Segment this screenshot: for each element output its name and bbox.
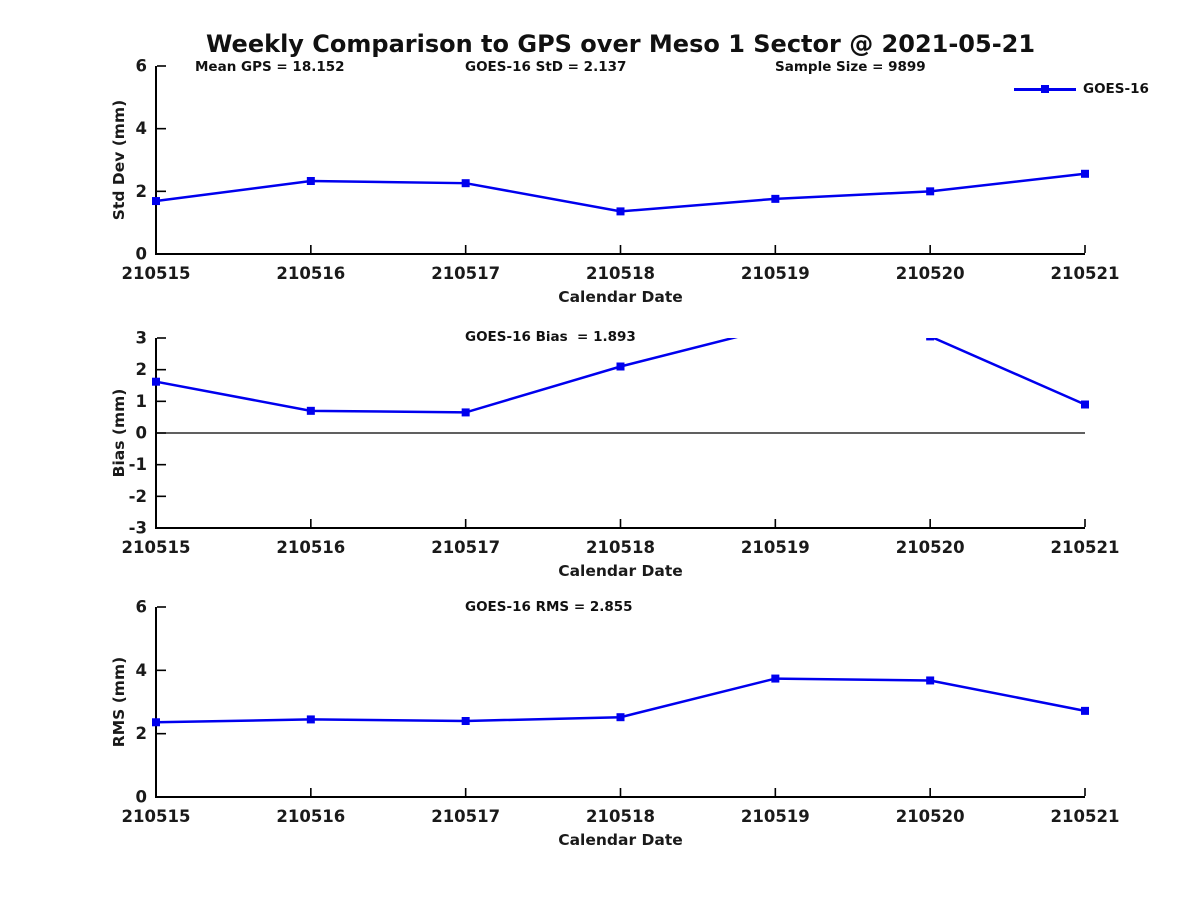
x-tick-label: 210515 [122, 807, 191, 826]
y-tick-label: 6 [136, 598, 147, 617]
x-tick-label: 210520 [896, 264, 965, 283]
bias-chart-marker [1081, 400, 1089, 409]
x-tick-label: 210520 [896, 538, 965, 557]
y-tick-label: 2 [136, 724, 147, 743]
x-tick-label: 210519 [741, 264, 810, 283]
bias-chart-marker [461, 408, 470, 417]
std-dev-chart-marker [461, 179, 470, 188]
rms-chart-y-axis: 0 2 4 6 [136, 598, 166, 807]
y-tick-label: 3 [136, 329, 147, 348]
bias-chart-marker [152, 377, 160, 386]
x-tick-label: 210517 [431, 807, 500, 826]
x-tick-label: 210520 [896, 807, 965, 826]
y-tick-label: 1 [136, 392, 147, 411]
y-tick-label: -3 [129, 519, 147, 538]
y-tick-label: 2 [136, 182, 147, 201]
x-tick-label: 210521 [1051, 264, 1120, 283]
annotation-mean-gps: Mean GPS = 18.152 [195, 59, 345, 75]
annotation-goes16-std: GOES-16 StD = 2.137 [465, 59, 627, 75]
y-tick-label: 0 [136, 424, 147, 443]
std-dev-chart-ylabel: Std Dev (mm) [110, 100, 128, 220]
rms-chart-marker [1081, 706, 1089, 715]
std-dev-chart-marker [306, 176, 315, 185]
legend-square-marker-icon [1041, 85, 1049, 93]
std-dev-chart: 0 2 4 6 210515 210516 210517 210518 210519 210520… [110, 57, 1119, 307]
std-dev-chart-axes-spines [155, 66, 1085, 255]
annotation-goes16-rms: GOES-16 RMS = 2.855 [465, 599, 633, 615]
x-tick-label: 210518 [586, 538, 655, 557]
rms-chart-marker [152, 718, 160, 727]
rms-chart-marker [926, 676, 935, 685]
std-dev-chart-y-axis: 0 2 4 6 [136, 57, 166, 264]
y-tick-label: 4 [136, 661, 147, 680]
x-tick-label: 210515 [122, 264, 191, 283]
std-dev-chart-marker [926, 187, 935, 196]
y-tick-label: 4 [136, 119, 147, 138]
bias-chart-marker [926, 338, 935, 341]
x-tick-label: 210517 [431, 264, 500, 283]
x-tick-label: 210515 [122, 538, 191, 557]
rms-chart-marker [771, 674, 780, 683]
bias-chart: -3 -2 -1 0 1 2 3 210515 210516 210517 210518 210519… [110, 323, 1120, 581]
y-tick-label: 0 [136, 788, 147, 807]
y-tick-label: -2 [129, 487, 147, 506]
rms-chart: 0 2 4 6 210515 210516 210517 210518 210519 210520… [110, 598, 1119, 850]
x-tick-label: 210518 [586, 807, 655, 826]
rms-chart-marker [461, 717, 470, 725]
legend-line-sample [1014, 85, 1076, 93]
std-dev-chart-xlabel: Calendar Date [558, 288, 683, 306]
bias-chart-marker [771, 323, 779, 331]
x-tick-label: 210516 [276, 807, 345, 826]
rms-chart-ylabel: RMS (mm) [110, 657, 128, 747]
std-dev-chart-x-axis: 210515 210516 210517 210518 210519 210520 2105… [122, 245, 1120, 283]
std-dev-chart-marker [771, 194, 780, 203]
std-dev-chart-marker [152, 197, 160, 206]
std-dev-chart-marker [1081, 169, 1089, 178]
bias-chart-y-axis: -3 -2 -1 0 1 2 3 [129, 329, 166, 538]
figure-title: Weekly Comparison to GPS over Meso 1 Sec… [205, 30, 1036, 58]
y-tick-label: 6 [136, 57, 147, 76]
x-tick-label: 210521 [1051, 538, 1120, 557]
x-tick-label: 210516 [276, 538, 345, 557]
x-tick-label: 210517 [431, 538, 500, 557]
bias-chart-x-axis: 210515 210516 210517 210518 210519 210520 2105… [122, 519, 1120, 557]
bias-chart-xlabel: Calendar Date [558, 562, 683, 580]
rms-chart-series [152, 674, 1089, 727]
rms-chart-marker [616, 713, 625, 722]
rms-chart-x-axis: 210515 210516 210517 210518 210519 210520 2105… [122, 788, 1120, 826]
bias-chart-marker [306, 406, 315, 415]
x-tick-label: 210519 [741, 807, 810, 826]
y-tick-label: -1 [129, 455, 147, 474]
x-tick-label: 210516 [276, 264, 345, 283]
bias-chart-ylabel: Bias (mm) [110, 389, 128, 478]
y-tick-label: 2 [136, 360, 147, 379]
y-tick-label: 0 [136, 245, 147, 264]
std-dev-chart-line-GOES-16 [155, 172, 1086, 213]
legend: GOES-16 [1014, 81, 1149, 97]
bias-chart-axes-spines [155, 338, 1085, 529]
bias-chart-marker [616, 362, 625, 371]
legend-label: GOES-16 [1083, 81, 1149, 97]
annotation-goes16-bias: GOES-16 Bias = 1.893 [465, 329, 636, 345]
std-dev-chart-marker [616, 207, 625, 216]
annotation-sample-size: Sample Size = 9899 [775, 59, 926, 75]
x-tick-label: 210518 [586, 264, 655, 283]
rms-chart-marker [306, 715, 315, 724]
std-dev-chart-series [152, 169, 1089, 216]
bias-chart-series [152, 323, 1089, 417]
x-tick-label: 210519 [741, 538, 810, 557]
rms-chart-xlabel: Calendar Date [558, 831, 683, 849]
x-tick-label: 210521 [1051, 807, 1120, 826]
rms-chart-axes-spines [155, 607, 1085, 798]
